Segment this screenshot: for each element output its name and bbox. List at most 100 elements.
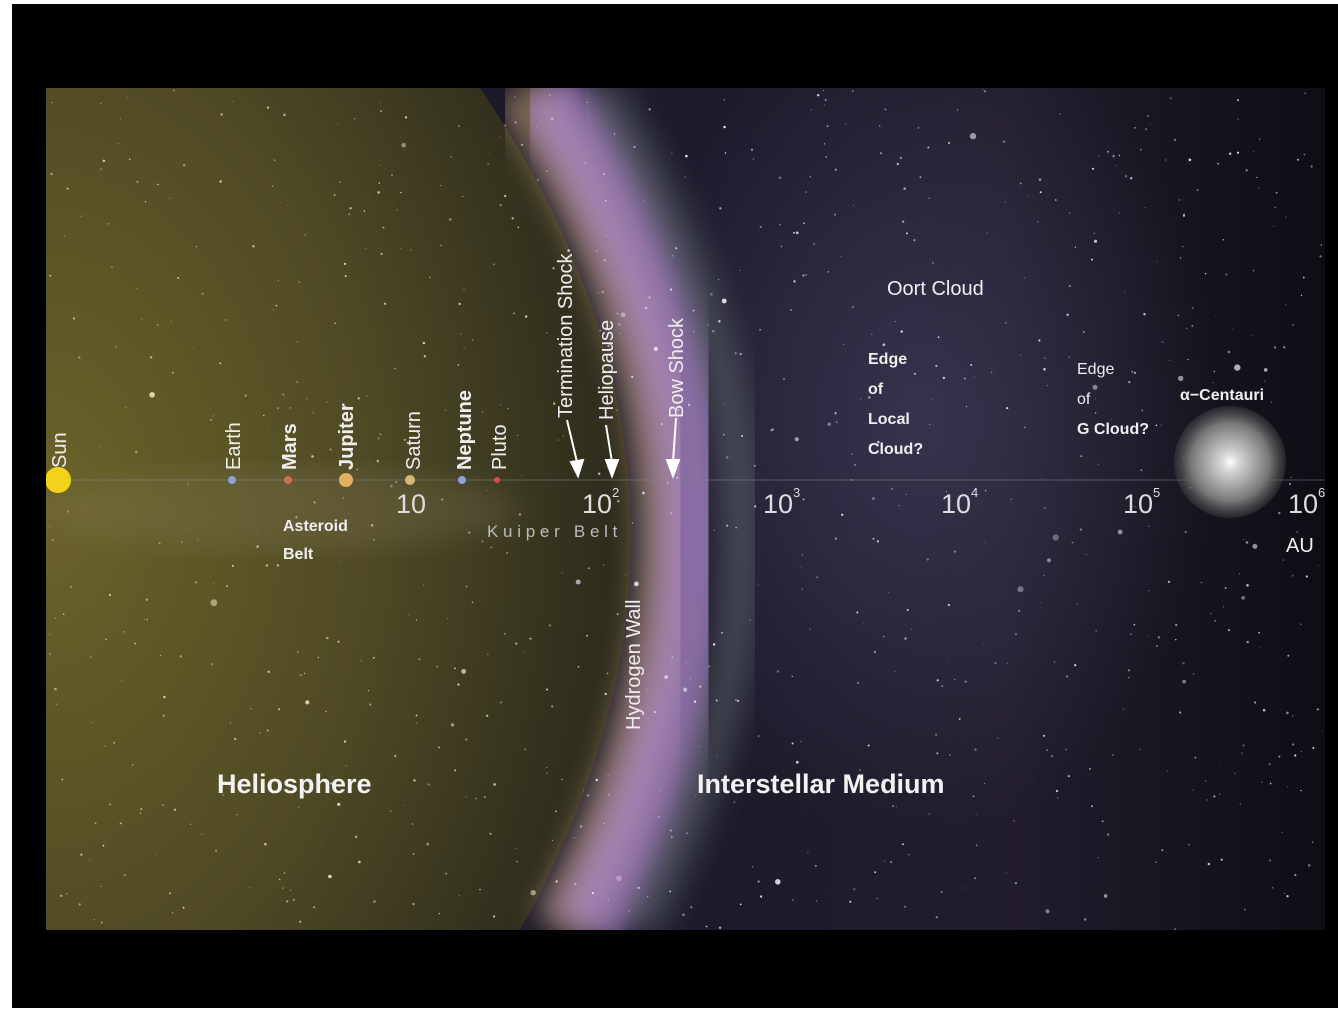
star: [1247, 641, 1249, 643]
star: [233, 101, 234, 102]
star: [1086, 554, 1087, 555]
star: [1123, 709, 1124, 710]
star: [920, 176, 922, 178]
star: [325, 711, 326, 712]
star: [853, 205, 854, 206]
star: [484, 796, 486, 798]
star: [1264, 380, 1265, 381]
star: [124, 874, 126, 876]
star: [1258, 632, 1260, 634]
star: [135, 450, 138, 453]
star: [1271, 402, 1272, 403]
star: [863, 623, 864, 624]
star: [904, 906, 906, 908]
star: [1147, 636, 1148, 637]
star: [1185, 531, 1187, 533]
star: [226, 585, 228, 587]
star: [482, 411, 483, 412]
star: [1158, 636, 1160, 638]
star: [504, 633, 506, 635]
star: [1005, 322, 1007, 324]
star: [807, 852, 808, 853]
star: [1188, 359, 1189, 360]
star: [530, 638, 532, 640]
star: [1045, 909, 1049, 913]
star: [802, 812, 803, 813]
star: [827, 125, 829, 127]
star: [802, 274, 804, 276]
star: [109, 594, 111, 596]
star: [183, 907, 185, 909]
star: [1193, 673, 1194, 674]
star: [79, 903, 81, 905]
star: [1047, 385, 1048, 386]
star: [1142, 410, 1143, 411]
star: [1143, 313, 1145, 315]
star: [1053, 534, 1059, 540]
star: [381, 253, 383, 255]
star: [1221, 859, 1223, 861]
star: [1285, 217, 1286, 218]
star: [493, 263, 495, 265]
star: [373, 657, 375, 659]
star: [902, 843, 904, 845]
star: [688, 404, 690, 406]
star: [1273, 226, 1274, 227]
star: [1275, 207, 1276, 208]
star: [620, 749, 621, 750]
star: [1239, 573, 1240, 574]
star: [108, 223, 110, 225]
star: [105, 639, 107, 641]
star: [521, 144, 523, 146]
star: [1287, 786, 1288, 787]
star: [1180, 257, 1181, 258]
star: [1167, 771, 1168, 772]
star: [849, 901, 851, 903]
star: [1080, 528, 1082, 530]
star: [504, 124, 506, 126]
star: [751, 149, 753, 151]
star: [726, 525, 728, 527]
star: [1215, 317, 1216, 318]
star: [1174, 139, 1176, 141]
star: [190, 824, 191, 825]
star: [750, 619, 751, 620]
star: [1234, 364, 1240, 370]
star: [1182, 662, 1184, 664]
star: [1272, 887, 1274, 889]
star: [719, 207, 721, 209]
star: [1148, 526, 1149, 527]
star: [891, 488, 893, 490]
star: [757, 735, 759, 737]
star: [221, 113, 223, 115]
star: [718, 320, 720, 322]
star: [845, 850, 846, 851]
star: [693, 310, 695, 312]
star: [1228, 629, 1230, 631]
star: [160, 655, 161, 656]
star: [462, 196, 463, 197]
star: [941, 891, 943, 893]
star: [694, 701, 696, 703]
star: [201, 293, 203, 295]
star: [987, 233, 988, 234]
star: [196, 246, 197, 247]
star: [87, 538, 88, 539]
star: [55, 618, 56, 619]
star: [514, 96, 515, 97]
star: [339, 561, 340, 562]
star: [277, 564, 279, 566]
text-line: Local: [868, 411, 910, 428]
star: [344, 263, 346, 265]
star: [1269, 859, 1271, 861]
star: [1291, 477, 1292, 478]
star: [965, 681, 967, 683]
star: [913, 239, 915, 241]
star: [111, 266, 113, 268]
star: [1039, 178, 1042, 181]
star: [98, 880, 99, 881]
star: [824, 105, 825, 106]
star: [49, 653, 51, 655]
star: [377, 437, 379, 439]
star: [1104, 894, 1108, 898]
